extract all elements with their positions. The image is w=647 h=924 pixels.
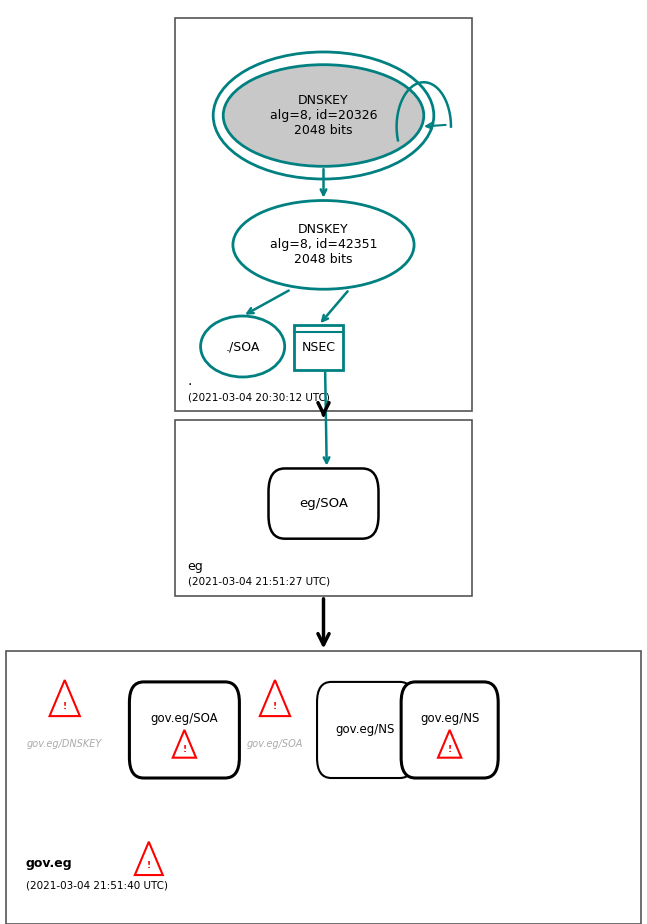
Polygon shape (173, 730, 196, 758)
Text: gov.eg/NS: gov.eg/NS (420, 712, 479, 725)
Text: !: ! (448, 746, 452, 754)
Text: eg: eg (188, 560, 203, 573)
Ellipse shape (233, 201, 414, 289)
Polygon shape (438, 730, 461, 758)
Text: gov.eg/SOA: gov.eg/SOA (247, 739, 303, 749)
Text: ./SOA: ./SOA (225, 340, 260, 353)
Text: DNSKEY
alg=8, id=20326
2048 bits: DNSKEY alg=8, id=20326 2048 bits (270, 94, 377, 137)
Text: (2021-03-04 21:51:40 UTC): (2021-03-04 21:51:40 UTC) (26, 881, 168, 891)
Text: (2021-03-04 21:51:27 UTC): (2021-03-04 21:51:27 UTC) (188, 577, 330, 587)
Text: eg/SOA: eg/SOA (299, 497, 348, 510)
Text: gov.eg: gov.eg (26, 857, 72, 869)
Bar (6, 651, 641, 924)
Text: gov.eg/NS: gov.eg/NS (336, 723, 395, 736)
Text: !: ! (182, 746, 186, 754)
FancyBboxPatch shape (269, 468, 378, 539)
Polygon shape (135, 842, 163, 875)
FancyBboxPatch shape (401, 682, 498, 778)
Bar (175, 420, 472, 596)
Text: .: . (188, 374, 192, 388)
Text: DNSKEY
alg=8, id=42351
2048 bits: DNSKEY alg=8, id=42351 2048 bits (270, 224, 377, 266)
Text: !: ! (147, 861, 151, 870)
Polygon shape (260, 680, 290, 716)
Ellipse shape (223, 65, 424, 166)
Text: !: ! (63, 701, 67, 711)
Text: gov.eg/SOA: gov.eg/SOA (151, 712, 218, 725)
Polygon shape (50, 680, 80, 716)
Ellipse shape (201, 316, 285, 377)
Bar (294, 325, 343, 370)
Text: NSEC: NSEC (302, 341, 336, 354)
Text: !: ! (273, 701, 277, 711)
FancyBboxPatch shape (317, 682, 414, 778)
Text: gov.eg/DNSKEY: gov.eg/DNSKEY (27, 739, 102, 749)
Bar (175, 18, 472, 411)
Text: (2021-03-04 20:30:12 UTC): (2021-03-04 20:30:12 UTC) (188, 392, 329, 402)
FancyBboxPatch shape (129, 682, 239, 778)
